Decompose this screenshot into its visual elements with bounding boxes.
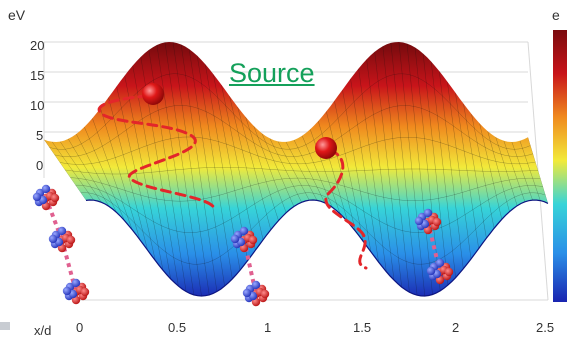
potential-surface-mesh (44, 42, 548, 296)
atom-cluster (48, 226, 76, 253)
mesh-line (495, 136, 518, 206)
mesh-line (64, 167, 539, 175)
x-tick-label: 1 (264, 320, 271, 335)
y-tick-label: 15 (30, 68, 44, 83)
y-tick-labels: 20 15 10 5 0 (30, 38, 44, 173)
mesh-line (76, 133, 118, 213)
mesh-line (253, 125, 287, 213)
mesh-line (67, 138, 110, 207)
mesh-line (59, 136, 536, 165)
atom-cluster (32, 184, 60, 211)
energy-unit-left: eV (8, 7, 26, 23)
mesh-line (406, 43, 433, 295)
x-tick-label: 0.5 (168, 320, 186, 335)
mesh-line (261, 133, 295, 207)
mesh-line (309, 129, 341, 214)
mesh-line (479, 123, 503, 220)
mesh-line (334, 100, 364, 242)
mesh-line (398, 42, 426, 296)
mesh-line (108, 97, 148, 251)
y-tick-label: 0 (36, 158, 43, 173)
mesh-line (447, 81, 472, 259)
mesh-line (301, 135, 333, 208)
atom-cluster (414, 208, 442, 235)
mesh-line (511, 141, 533, 201)
mesh-line (430, 61, 456, 278)
mesh-line (116, 86, 156, 261)
x-tick-labels: 0 0.5 1 1.5 2 2.5 (76, 320, 554, 335)
atom-cluster (230, 226, 258, 253)
y-tick-label: 10 (30, 98, 44, 113)
mesh-line (92, 118, 133, 230)
mesh-line (382, 46, 410, 293)
mesh-line (132, 65, 171, 279)
mesh-line (70, 177, 541, 202)
mesh-line (342, 89, 372, 252)
x-tick-label: 0 (76, 320, 83, 335)
mesh-line (49, 73, 531, 150)
mesh-line (374, 51, 402, 288)
mesh-line (463, 103, 487, 239)
mesh-line (229, 95, 264, 240)
mesh-line (172, 42, 210, 295)
mesh-line (269, 138, 302, 203)
atom-cluster (62, 278, 90, 305)
mesh-line (188, 49, 225, 287)
y-tick-label: 5 (36, 128, 43, 143)
mesh-line (237, 106, 272, 230)
mesh-line (245, 116, 279, 221)
mesh-line (350, 78, 379, 263)
mesh-line (75, 184, 544, 233)
source-link[interactable]: Source (229, 58, 315, 88)
mesh-line (285, 141, 318, 201)
x-tick-label: 1.5 (353, 320, 371, 335)
mesh-line (277, 141, 310, 201)
mesh-line (84, 126, 125, 221)
mesh-line (197, 55, 233, 279)
mesh-line (124, 75, 164, 271)
particle-ball-left (142, 83, 164, 105)
x-tick-label: 2 (452, 320, 459, 335)
mesh-line (390, 42, 418, 296)
x-axis-label: x/d (34, 323, 51, 338)
mesh-line (100, 108, 141, 240)
atom-chains (32, 184, 454, 307)
mesh-line (59, 141, 102, 203)
atom-cluster (242, 280, 270, 307)
mesh-line (471, 113, 495, 229)
energy-unit-right: e (552, 7, 560, 23)
colorbar (553, 30, 567, 302)
atom-cluster (426, 258, 454, 285)
mesh-line (439, 71, 464, 269)
potential-surface-front-edge (85, 199, 549, 297)
mesh-line (422, 53, 449, 286)
y-tick-label: 20 (30, 38, 44, 53)
mesh-line (366, 59, 395, 281)
mesh-line (80, 192, 546, 265)
mesh-line (44, 139, 87, 201)
mesh-line (221, 84, 256, 251)
trajectory-right (324, 148, 368, 270)
trajectory-left (97, 94, 216, 210)
mesh-line (358, 68, 387, 272)
mesh-line (51, 141, 94, 201)
mesh-line (503, 140, 526, 202)
particle-ball-right (315, 137, 337, 159)
potential-surface-fill (44, 42, 548, 296)
mesh-line (156, 44, 195, 295)
corner-thumbnail-icon (0, 322, 10, 330)
mesh-line (54, 105, 534, 158)
mesh-line (293, 139, 325, 203)
mesh-line (164, 42, 202, 296)
x-tick-label: 2.5 (536, 320, 554, 335)
mesh-line (180, 44, 218, 292)
mesh-line (455, 92, 479, 249)
mesh-line (487, 131, 510, 212)
mesh-line (326, 111, 356, 232)
mesh-line (519, 140, 541, 201)
mesh-line (414, 47, 441, 291)
potential-surface (44, 42, 549, 297)
